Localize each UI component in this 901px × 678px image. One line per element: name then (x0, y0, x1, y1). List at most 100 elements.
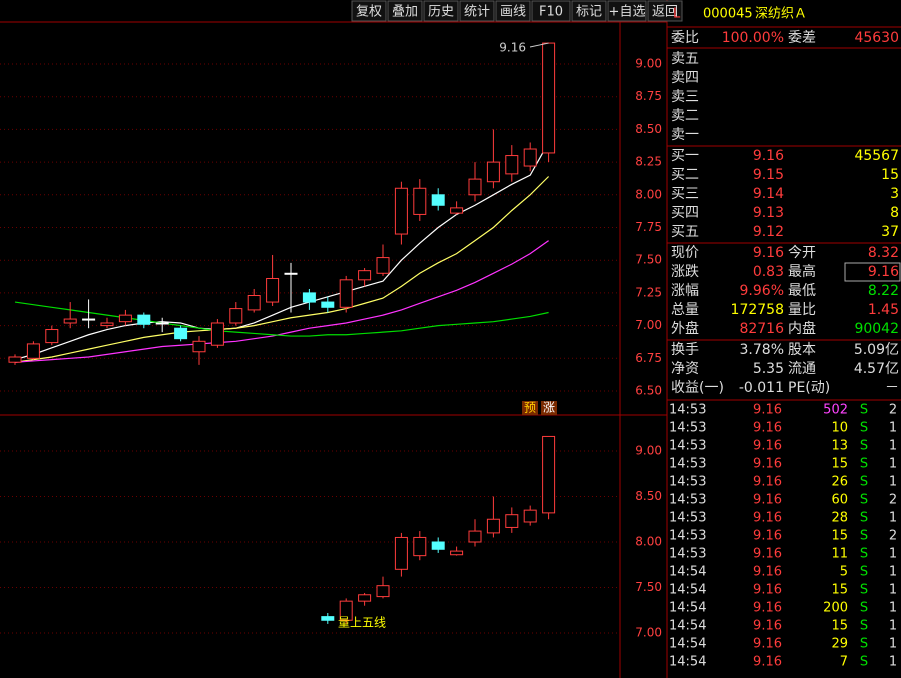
trade-volume: 11 (831, 547, 848, 562)
field-label: 量比 (788, 302, 816, 318)
toolbar-button[interactable] (387, 0, 423, 22)
bid-price: 9.13 (753, 205, 784, 221)
toolbar-button[interactable] (423, 0, 459, 22)
trade-volume: 5 (840, 565, 848, 580)
trade-price: 9.16 (753, 655, 782, 670)
trade-side: S (860, 655, 868, 670)
trade-side: S (860, 601, 868, 616)
field-label: 现价 (671, 245, 699, 261)
trade-count: 1 (889, 439, 897, 454)
y-tick-label: 8.50 (635, 122, 662, 136)
toolbar-label[interactable]: 叠加 (392, 5, 418, 20)
y-tick-label: 7.50 (635, 580, 662, 594)
bid-label: 买五 (671, 224, 699, 240)
trade-time: 14:53 (669, 511, 706, 526)
trade-price: 9.16 (753, 439, 782, 454)
trade-side: S (860, 637, 868, 652)
field-label: 流通 (788, 361, 816, 377)
toolbar-button[interactable] (571, 0, 607, 22)
trade-count: 1 (889, 475, 897, 490)
field-label: PE(动) (788, 380, 830, 396)
trade-side: S (860, 547, 868, 562)
toolbar-button[interactable] (459, 0, 495, 22)
bid-price: 9.14 (753, 186, 784, 202)
ask-label: 卖二 (671, 108, 699, 124)
badge-label: 预 (524, 401, 536, 415)
candle-body (431, 541, 445, 550)
trade-price: 9.16 (753, 457, 782, 472)
toolbar-button[interactable] (647, 0, 683, 22)
ask-label: 卖五 (671, 51, 699, 67)
trade-time: 14:53 (669, 475, 706, 490)
trade-price: 9.16 (753, 547, 782, 562)
candle-body (523, 148, 537, 167)
toolbar-button[interactable] (495, 0, 531, 22)
toolbar-label[interactable]: 标记 (576, 5, 602, 20)
trade-price: 9.16 (753, 421, 782, 436)
field-label: 股本 (788, 342, 816, 358)
trade-volume: 7 (840, 655, 848, 670)
candle-body (137, 314, 151, 325)
field-value: 5.09亿 (854, 342, 899, 358)
toolbar-label[interactable]: 画线 (500, 5, 526, 20)
bid-label: 买二 (671, 167, 699, 183)
field-label: 收益(一) (671, 380, 724, 396)
y-tick-label: 9.00 (635, 57, 662, 71)
field-label: 最高 (788, 263, 816, 280)
trade-time: 14:54 (669, 655, 706, 670)
field-value: 100.00% (722, 30, 784, 46)
field-label: 委比 (671, 30, 699, 46)
moving-average (14, 301, 549, 337)
toolbar-label[interactable]: 复权 (356, 4, 382, 20)
toolbar-button[interactable] (351, 0, 387, 22)
y-tick-label: 7.50 (635, 253, 662, 267)
trade-price: 9.16 (753, 493, 782, 508)
toolbar-label[interactable]: 历史 (428, 5, 454, 20)
trade-price: 9.16 (753, 565, 782, 580)
toolbar-button[interactable] (607, 0, 647, 22)
trade-count: 2 (889, 529, 897, 544)
candle-body (468, 530, 482, 543)
toolbar-label[interactable]: 统计 (464, 5, 490, 20)
field-value: 8.22 (868, 283, 899, 299)
trade-time: 14:53 (669, 529, 706, 544)
trade-count: 1 (889, 457, 897, 472)
toolbar-label[interactable]: +自选 (609, 5, 646, 20)
candle-body (45, 329, 59, 344)
trade-count: 1 (889, 511, 897, 526)
trade-volume: 15 (831, 619, 848, 634)
candle-body (358, 594, 372, 602)
trade-count: 2 (889, 403, 897, 418)
trade-volume: 10 (831, 421, 848, 436)
trade-price: 9.16 (753, 511, 782, 526)
candle-body (174, 327, 188, 340)
candle-body (542, 42, 556, 154)
bid-price: 9.15 (753, 167, 784, 183)
y-tick-label: 8.00 (635, 187, 662, 201)
candle-body (210, 322, 224, 346)
toolbar-button[interactable] (531, 0, 571, 22)
bid-volume: 8 (890, 205, 899, 221)
candle-body (376, 585, 390, 598)
y-tick-label: 7.00 (635, 626, 662, 640)
candle-body (229, 308, 243, 324)
stock-code: 000045 (703, 7, 753, 22)
toolbar-label[interactable]: 返回 (652, 5, 678, 20)
trade-price: 9.16 (753, 475, 782, 490)
candle-body (394, 536, 408, 570)
field-value: 9.96% (740, 283, 784, 299)
field-value: 4.57亿 (854, 361, 899, 377)
trade-time: 14:53 (669, 421, 706, 436)
candle-body (339, 600, 353, 621)
y-tick-label: 6.75 (635, 351, 662, 365)
market-flag: L (673, 7, 681, 22)
trade-count: 1 (889, 619, 897, 634)
field-value: 1.45 (868, 302, 899, 318)
toolbar-label[interactable]: F10 (539, 5, 563, 20)
trade-volume: 200 (823, 601, 848, 616)
trade-price: 9.16 (753, 619, 782, 634)
trade-side: S (860, 619, 868, 634)
signal-label: 量上五线 (338, 616, 386, 630)
candle-body (63, 318, 77, 324)
